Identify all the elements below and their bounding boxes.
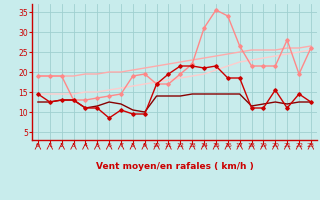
X-axis label: Vent moyen/en rafales ( km/h ): Vent moyen/en rafales ( km/h ) <box>96 162 253 171</box>
